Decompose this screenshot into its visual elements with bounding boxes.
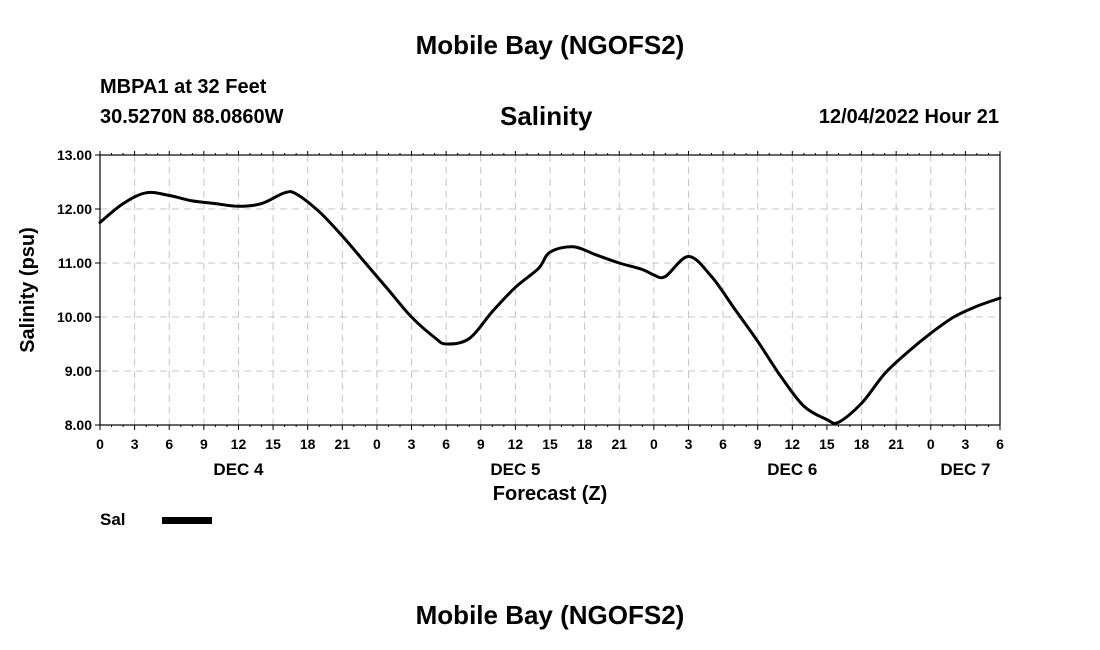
x-tick-label: 0 bbox=[96, 436, 104, 452]
x-tick-label: 12 bbox=[785, 436, 801, 452]
y-axis-ticks: 8.00 9.00 10.00 11.00 12.00 13.00 bbox=[57, 147, 100, 433]
station-coordinates: 30.5270N 88.0860W bbox=[100, 106, 284, 128]
legend-line-swatch bbox=[162, 517, 212, 524]
x-tick-label: 0 bbox=[927, 436, 935, 452]
x-tick-label: 6 bbox=[442, 436, 450, 452]
salinity-chart: 8.00 9.00 10.00 11.00 12.00 13.00 0 3 6 9 12 15 18 2… bbox=[17, 147, 1004, 505]
forecast-timestamp: 12/04/2022 Hour 21 bbox=[818, 106, 999, 128]
y-axis-title: Salinity (psu) bbox=[17, 227, 39, 353]
x-tick-label: 15 bbox=[265, 436, 281, 452]
y-tick-label: 12.00 bbox=[57, 201, 92, 217]
x-tick-label: 3 bbox=[408, 436, 416, 452]
x-tick-label: 12 bbox=[508, 436, 524, 452]
y-tick-label: 10.00 bbox=[57, 309, 92, 325]
x-axis-ticks: 0 3 6 9 12 15 18 21 0 3 6 9 12 15 18 21 0 3 6 9 12 15 18 21 0 3 6 bbox=[96, 151, 1004, 452]
x-tick-label: 0 bbox=[650, 436, 658, 452]
x-tick-label: 15 bbox=[542, 436, 558, 452]
x-axis-title: Forecast (Z) bbox=[493, 483, 607, 505]
x-tick-label: 6 bbox=[165, 436, 173, 452]
date-labels: DEC 4 DEC 5 DEC 6 DEC 7 bbox=[213, 460, 990, 479]
chart-title: Salinity bbox=[500, 101, 593, 131]
y-tick-label: 11.00 bbox=[58, 255, 92, 271]
legend-label: Sal bbox=[100, 510, 126, 529]
station-label: MBPA1 at 32 Feet bbox=[100, 76, 267, 98]
x-tick-label: 3 bbox=[131, 436, 139, 452]
x-tick-label: 18 bbox=[854, 436, 870, 452]
grid-lines bbox=[100, 155, 1000, 425]
date-label: DEC 5 bbox=[490, 460, 540, 479]
x-tick-label: 21 bbox=[335, 436, 351, 452]
x-tick-label: 18 bbox=[577, 436, 593, 452]
x-tick-label: 9 bbox=[200, 436, 208, 452]
footer-title: Mobile Bay (NGOFS2) bbox=[415, 600, 685, 630]
x-tick-label: 21 bbox=[888, 436, 904, 452]
x-tick-label: 12 bbox=[231, 436, 247, 452]
x-tick-label: 0 bbox=[373, 436, 381, 452]
x-tick-label: 6 bbox=[996, 436, 1004, 452]
y-tick-label: 8.00 bbox=[65, 417, 92, 433]
x-tick-label: 6 bbox=[719, 436, 727, 452]
date-label: DEC 4 bbox=[213, 460, 264, 479]
x-tick-label: 21 bbox=[611, 436, 627, 452]
y-tick-label: 13.00 bbox=[57, 147, 92, 163]
x-tick-label: 9 bbox=[754, 436, 762, 452]
x-tick-label: 3 bbox=[685, 436, 693, 452]
x-tick-label: 18 bbox=[300, 436, 316, 452]
salinity-series-line bbox=[98, 190, 1002, 425]
x-tick-label: 15 bbox=[819, 436, 835, 452]
page-title: Mobile Bay (NGOFS2) bbox=[415, 30, 685, 60]
x-tick-label: 3 bbox=[961, 436, 969, 452]
date-label: DEC 7 bbox=[940, 460, 990, 479]
date-label: DEC 6 bbox=[767, 460, 817, 479]
x-tick-label: 9 bbox=[477, 436, 485, 452]
y-tick-label: 9.00 bbox=[65, 363, 92, 379]
